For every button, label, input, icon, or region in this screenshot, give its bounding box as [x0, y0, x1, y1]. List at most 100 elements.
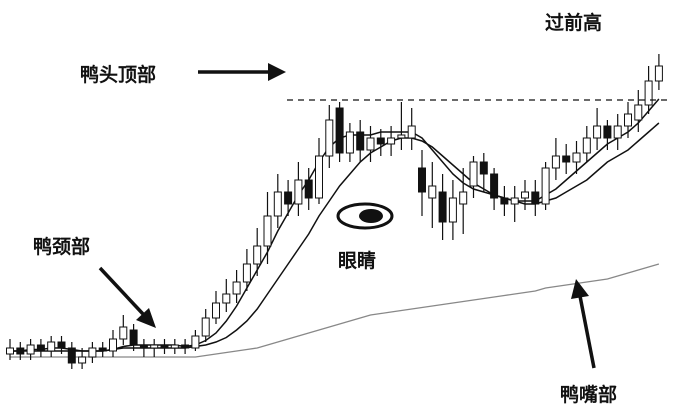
candle [448, 180, 457, 240]
candle-body [304, 179, 313, 199]
candle-body [654, 65, 663, 82]
candle [428, 162, 437, 228]
candle-body [57, 341, 66, 349]
candle [521, 180, 529, 210]
candle [263, 192, 272, 264]
candle-body [263, 215, 272, 247]
candle-body [541, 167, 550, 205]
candle [170, 339, 179, 354]
candle-body [78, 356, 87, 364]
candle [109, 330, 117, 357]
candle [273, 174, 282, 228]
candle [634, 90, 643, 132]
candle [624, 102, 632, 138]
candle-body [232, 281, 241, 295]
candle-body [448, 197, 457, 223]
duck-beak-label: 鸭嘴部 [560, 384, 618, 406]
prev-high-label: 过前高 [545, 12, 603, 34]
candle-body [47, 341, 56, 352]
candle-body [222, 293, 231, 304]
ma-mid-line [10, 122, 660, 352]
candle [57, 336, 66, 354]
candle [459, 168, 468, 234]
candle-body [500, 197, 509, 205]
candle-body [284, 191, 293, 205]
candle-body [593, 125, 602, 139]
candle [345, 123, 354, 162]
candle-body [479, 161, 488, 175]
candle [366, 126, 375, 162]
candle [232, 270, 241, 303]
candle-body [366, 137, 375, 151]
candle [98, 342, 107, 357]
candle [603, 120, 612, 150]
candle-body [428, 185, 437, 199]
candle-body [490, 173, 499, 199]
candle-body [551, 155, 560, 169]
candle-body [201, 317, 210, 337]
candle [88, 342, 97, 363]
annotation-arrows [98, 63, 596, 369]
candle [47, 336, 56, 357]
candle [654, 54, 663, 90]
candle [284, 180, 293, 216]
candle-body [459, 191, 468, 205]
candle [222, 279, 231, 312]
candle-body [531, 191, 540, 205]
arrow-to-neck-head-icon [136, 308, 156, 328]
ma-long-line [10, 263, 660, 358]
candle-body [397, 134, 406, 139]
candle [294, 162, 303, 216]
candle [304, 168, 313, 210]
arrow-to-beak-icon [578, 295, 596, 369]
candle [242, 249, 251, 291]
candle [129, 324, 138, 351]
candle-body [139, 344, 148, 349]
candle-body [129, 329, 138, 346]
arrow-to-head-head-icon [268, 63, 286, 81]
candle-body [181, 344, 190, 349]
candle-body [345, 131, 354, 154]
arrow-to-neck-icon [98, 266, 145, 316]
candle-body [613, 125, 622, 139]
candle [253, 228, 262, 276]
candle [644, 66, 653, 114]
candle [582, 126, 591, 162]
candle-body [67, 347, 76, 364]
candle-body [634, 104, 643, 121]
candle [181, 339, 190, 354]
candle [67, 342, 76, 369]
candle [500, 186, 509, 216]
candle-body [273, 191, 282, 217]
candle-body [376, 137, 385, 145]
candle [490, 168, 499, 210]
candle-body [191, 335, 200, 349]
candle-body [88, 347, 97, 358]
ma-short-line [10, 98, 660, 352]
candle [212, 291, 220, 324]
candle-body [36, 344, 45, 352]
candle-body [572, 152, 581, 163]
candle-body [170, 344, 179, 349]
candle-body [109, 338, 117, 352]
candle-body [98, 347, 107, 352]
candle-body [521, 191, 529, 199]
candle [26, 339, 35, 360]
candle [562, 144, 571, 174]
candle [551, 138, 560, 180]
candle [201, 309, 210, 342]
candle-body [644, 80, 653, 106]
candle [16, 342, 25, 360]
candle [438, 174, 447, 240]
candle [418, 150, 426, 216]
candle-body [6, 347, 14, 355]
candle-body [603, 125, 612, 139]
candle-body [242, 263, 251, 283]
candle-body [438, 191, 447, 223]
candle-body [335, 107, 344, 154]
eye-icon [336, 202, 394, 230]
candle [315, 138, 323, 204]
candle [613, 114, 622, 150]
candle [325, 105, 334, 168]
